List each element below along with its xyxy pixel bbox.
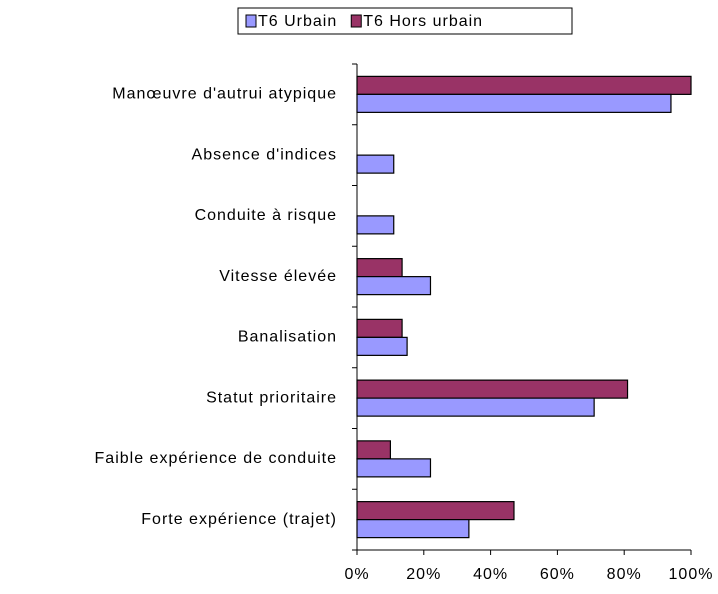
x-tick-label: 80% [607, 566, 642, 583]
bar [356, 215, 395, 235]
x-tick-label: 20% [406, 566, 441, 583]
legend-swatch [245, 14, 257, 28]
bar [356, 440, 392, 460]
bar [356, 336, 408, 356]
y-tick-label: Vitesse élevée [219, 268, 337, 285]
x-tick-label: 100% [669, 566, 714, 583]
bar [356, 501, 515, 521]
legend-swatch [350, 14, 362, 28]
x-tick-label: 60% [540, 566, 575, 583]
y-tick-label: Absence d'indices [192, 146, 337, 163]
y-tick-label: Conduite à risque [195, 207, 337, 224]
x-tick-label: 0% [344, 566, 369, 583]
bar [356, 397, 595, 417]
bar [356, 458, 432, 478]
x-tick-label: 40% [473, 566, 508, 583]
bar [356, 318, 403, 338]
y-tick-label: Faible expérience de conduite [95, 450, 337, 467]
bar [356, 276, 432, 296]
legend-label: T6 Urbain [258, 13, 337, 30]
legend-label: T6 Hors urbain [363, 13, 483, 30]
bar [356, 75, 692, 95]
y-tick-label: Forte expérience (trajet) [141, 511, 337, 528]
y-tick-label: Manœuvre d'autrui atypique [112, 86, 337, 103]
bar [356, 379, 629, 399]
bar [356, 154, 395, 174]
bar [356, 519, 470, 539]
y-tick-label: Banalisation [238, 329, 337, 346]
bar [356, 93, 672, 113]
y-tick-label: Statut prioritaire [206, 389, 337, 406]
bar [356, 258, 403, 278]
legend-box [237, 7, 573, 35]
